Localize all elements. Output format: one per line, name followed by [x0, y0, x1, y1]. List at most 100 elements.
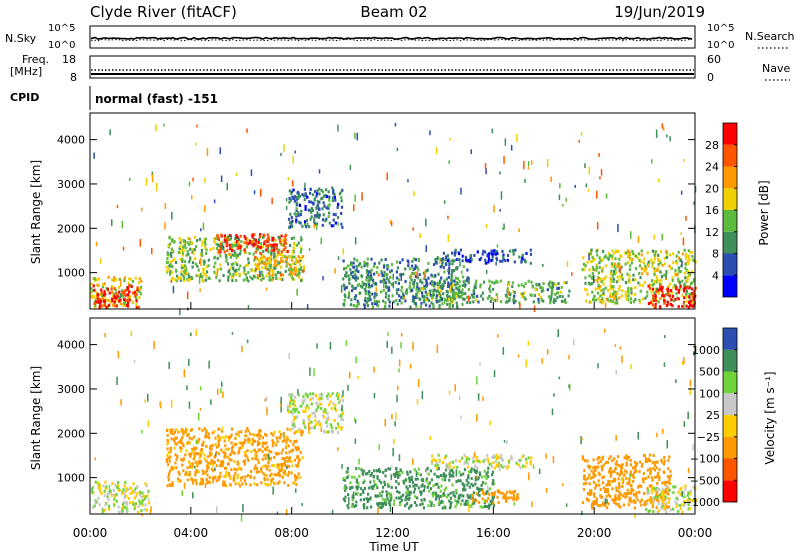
heatmap-cell-2210	[613, 270, 616, 273]
heatmap-cell-237	[165, 457, 168, 461]
heatmap-cell-1468	[520, 292, 523, 296]
heatmap-cell-1771	[459, 248, 462, 252]
heatmap-cell-891	[344, 488, 347, 492]
heatmap-cell-254	[300, 430, 303, 434]
heatmap-cell-2144	[630, 364, 632, 370]
heatmap-cell-863	[313, 217, 316, 221]
heatmap-cell-1350	[492, 501, 495, 505]
heatmap-cell-661	[239, 244, 242, 248]
heatmap-cell-2074	[653, 272, 656, 276]
heatmap-cell-1305	[358, 474, 361, 478]
heatmap-cell-1961	[265, 396, 268, 401]
heatmap-cell-1056	[401, 292, 405, 296]
heatmap-cell-73	[111, 278, 114, 282]
heatmap-cell-1905	[616, 292, 619, 295]
heatmap-cell-617	[203, 457, 206, 461]
heatmap-cell-243	[227, 462, 230, 466]
heatmap-cell-2409	[318, 169, 321, 174]
heatmap-cell-1395	[465, 278, 468, 282]
heatmap-cell-2515	[493, 204, 495, 213]
heatmap-cell-2424	[293, 197, 296, 203]
heatmap-cell-1765	[529, 248, 532, 252]
heatmap-cell-2495	[559, 183, 561, 189]
heatmap-cell-582	[166, 442, 169, 446]
heatmap-cell-381	[288, 450, 291, 454]
heatmap-cell-460	[247, 440, 250, 444]
heatmap-cell-338	[205, 478, 208, 481]
heatmap-cell-1608	[652, 454, 655, 457]
heatmap-cell-1966	[477, 393, 480, 401]
heatmap-cell-536	[198, 427, 201, 431]
heatmap-cell-1728	[601, 466, 604, 470]
heatmap-cell-307	[211, 444, 214, 448]
heatmap-cell-1447	[430, 459, 433, 463]
heatmap-cell-447	[208, 476, 211, 480]
heatmap-cell-546	[271, 444, 274, 448]
heatmap-cell-2007	[595, 298, 598, 302]
heatmap-cell-2553	[306, 304, 309, 310]
heatmap-cell-682	[286, 473, 290, 477]
heatmap-cell-1346	[367, 297, 370, 301]
heatmap-cell-200	[229, 255, 232, 259]
heatmap-cell-379	[203, 238, 206, 241]
heatmap-cell-1590	[609, 474, 612, 478]
heatmap-cell-1301	[439, 501, 442, 505]
heatmap-cell-1071	[367, 280, 370, 284]
heatmap-cell-1122	[383, 278, 386, 282]
heatmap-cell-737	[303, 424, 306, 427]
heatmap-cell-741	[323, 415, 326, 419]
heatmap-cell-1014	[449, 502, 452, 506]
heatmap-cell-358	[291, 255, 294, 259]
heatmap-cell-203	[281, 439, 284, 443]
heatmap-cell-1048	[457, 288, 460, 292]
heatmap-cell-2380	[449, 285, 452, 293]
heatmap-cell-1398	[442, 461, 445, 464]
heatmap-cell-654	[227, 438, 230, 442]
heatmap-cell-879	[287, 410, 290, 414]
heatmap-cell-902	[295, 209, 298, 212]
heatmap-cell-1108	[441, 494, 444, 497]
heatmap-cell-1937	[391, 346, 393, 354]
heatmap-cell-1816	[614, 478, 617, 481]
heatmap-cell-825	[289, 265, 292, 269]
heatmap-cell-2100	[502, 347, 505, 355]
heatmap-cell-1852	[682, 491, 686, 495]
heatmap-cell-990	[376, 476, 379, 480]
heatmap-cell-730	[309, 426, 312, 430]
heatmap-cell-2357	[280, 152, 282, 156]
heatmap-cell-1861	[657, 509, 661, 513]
heatmap-cell-96	[109, 489, 112, 493]
heatmap-cell-2202	[629, 257, 632, 261]
heatmap-cell-1458	[455, 291, 458, 295]
heatmap-cell-144	[100, 288, 103, 292]
heatmap-cell-937	[314, 214, 317, 218]
heatmap-cell-530	[293, 481, 296, 485]
heatmap-cell-2133	[183, 482, 186, 489]
heatmap-cell-1389	[399, 273, 402, 277]
heatmap-cell-310	[166, 447, 169, 451]
heatmap-cell-870	[331, 392, 334, 396]
heatmap-cell-154	[93, 302, 96, 306]
heatmap-cell-549	[300, 266, 303, 270]
heatmap-cell-360	[191, 250, 194, 254]
heatmap-cell-764	[288, 254, 291, 258]
heatmap-cell-1402	[504, 464, 507, 468]
heatmap-cell-1537	[668, 478, 671, 481]
heatmap-cell-2395	[141, 207, 143, 212]
heatmap-cell-1917	[688, 273, 691, 277]
heatmap-cell-250	[290, 274, 293, 278]
heatmap-cell-1999	[682, 360, 684, 365]
heatmap-cell-261	[208, 446, 212, 450]
heatmap-cell-145	[119, 298, 122, 302]
heatmap-cell-1617	[560, 285, 563, 289]
heatmap-cell-1906	[655, 486, 658, 490]
heatmap-cell-308	[193, 435, 196, 439]
heatmap-cell-551	[234, 472, 237, 475]
heatmap-cell-821	[297, 393, 300, 397]
heatmap-cell-1553	[608, 483, 611, 487]
heatmap-cell-2108	[650, 496, 652, 504]
heatmap-cell-1618	[524, 297, 527, 301]
heatmap-cell-2046	[640, 267, 643, 270]
heatmap-cell-83	[114, 299, 117, 302]
heatmap-cell-1741	[523, 259, 527, 263]
